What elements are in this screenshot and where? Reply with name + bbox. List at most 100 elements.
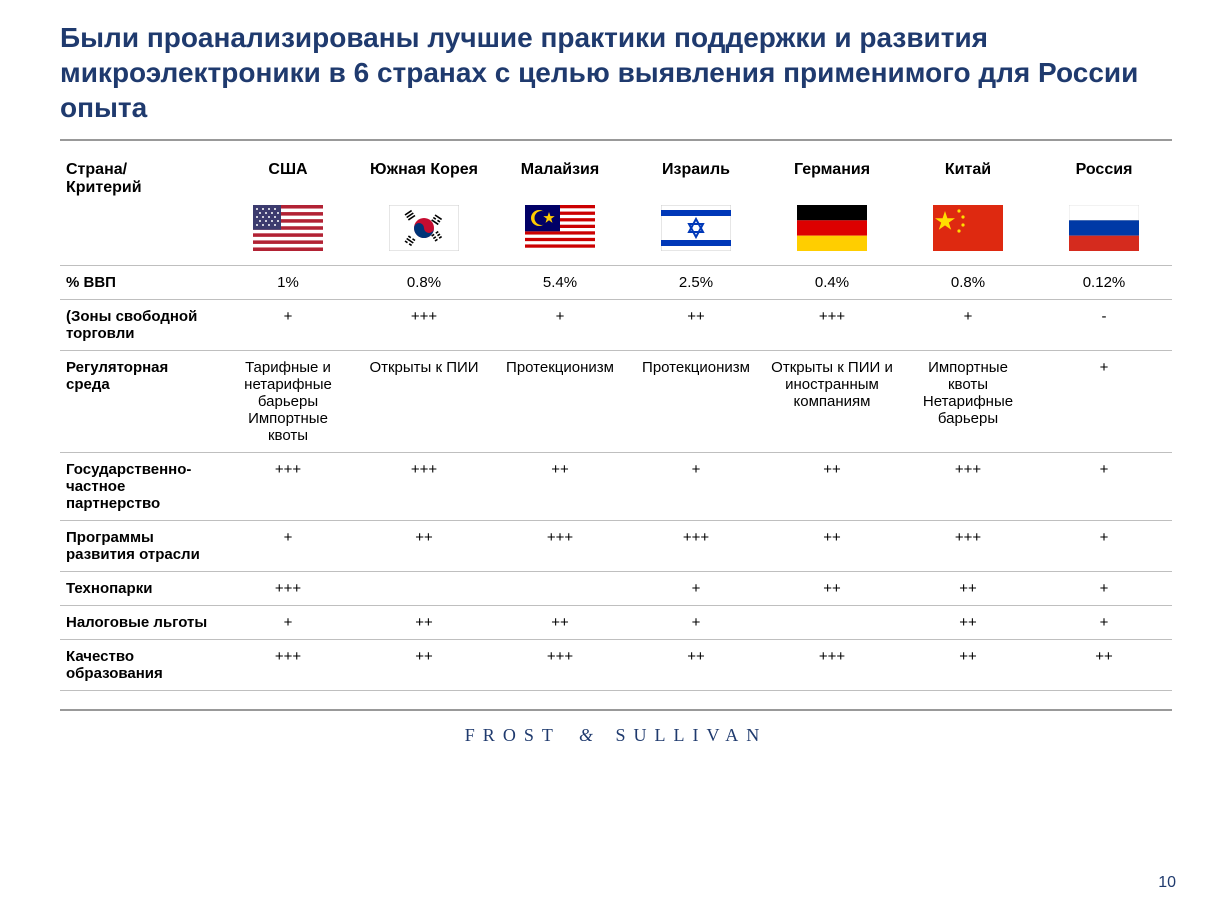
cell: ++ bbox=[492, 606, 628, 640]
row-label: Технопарки bbox=[60, 572, 220, 606]
cell: +++ bbox=[356, 453, 492, 521]
flag-germany-icon bbox=[797, 205, 867, 251]
table-row: Регуляторная средаТарифные и нетарифные … bbox=[60, 351, 1172, 453]
cell: + bbox=[1036, 572, 1172, 606]
cell: ++ bbox=[900, 640, 1036, 691]
cell: + bbox=[220, 606, 356, 640]
flag-china-icon bbox=[933, 205, 1003, 251]
cell: 5.4% bbox=[492, 266, 628, 300]
flag-israel-icon bbox=[661, 205, 731, 251]
cell: 0.12% bbox=[1036, 266, 1172, 300]
flag-russia-icon bbox=[1069, 205, 1139, 251]
cell: ++ bbox=[764, 521, 900, 572]
cell bbox=[492, 572, 628, 606]
cell: + bbox=[1036, 453, 1172, 521]
cell: + bbox=[628, 572, 764, 606]
cell: ++ bbox=[1036, 640, 1172, 691]
table-row: Качество образования+++++++++++++++++ bbox=[60, 640, 1172, 691]
cell: Открыты к ПИИ и иностранным компаниям bbox=[764, 351, 900, 453]
flag-usa-icon bbox=[253, 205, 323, 251]
cell: +++ bbox=[764, 640, 900, 691]
header-label: Страна/Критерий bbox=[60, 153, 220, 203]
table-row: Государственно-частное партнерство++++++… bbox=[60, 453, 1172, 521]
footer-brand: FROST & SULLIVAN bbox=[60, 725, 1172, 746]
slide-page: Были проанализированы лучшие практики по… bbox=[0, 0, 1232, 920]
col-header: Китай bbox=[900, 153, 1036, 203]
row-divider bbox=[60, 690, 1172, 691]
table-row: (Зоны свободной торговли+++++++++++- bbox=[60, 300, 1172, 351]
cell: + bbox=[220, 300, 356, 351]
cell: Открыты к ПИИ bbox=[356, 351, 492, 453]
header-row: Страна/Критерий США Южная Корея Малайзия… bbox=[60, 153, 1172, 203]
cell bbox=[764, 606, 900, 640]
col-header: Южная Корея bbox=[356, 153, 492, 203]
row-label: Государственно-частное партнерство bbox=[60, 453, 220, 521]
cell: ++ bbox=[628, 300, 764, 351]
divider-bottom bbox=[60, 709, 1172, 711]
cell: 0.4% bbox=[764, 266, 900, 300]
table-body: % ВВП1%0.8%5.4%2.5%0.4%0.8%0.12%(Зоны св… bbox=[60, 266, 1172, 691]
cell: +++ bbox=[764, 300, 900, 351]
col-header: Россия bbox=[1036, 153, 1172, 203]
cell: +++ bbox=[628, 521, 764, 572]
table-row: Технопарки+++++++++ bbox=[60, 572, 1172, 606]
cell: +++ bbox=[492, 521, 628, 572]
row-label: Программы развития отрасли bbox=[60, 521, 220, 572]
cell: + bbox=[900, 300, 1036, 351]
cell: ++ bbox=[628, 640, 764, 691]
col-header: Германия bbox=[764, 153, 900, 203]
cell: Тарифные и нетарифные барьерыИмпортные к… bbox=[220, 351, 356, 453]
cell: + bbox=[1036, 606, 1172, 640]
cell: +++ bbox=[356, 300, 492, 351]
cell: Протекционизм bbox=[492, 351, 628, 453]
cell: + bbox=[628, 606, 764, 640]
cell: ++ bbox=[764, 572, 900, 606]
cell: ++ bbox=[492, 453, 628, 521]
flag-korea-icon bbox=[389, 205, 459, 251]
col-header: Израиль bbox=[628, 153, 764, 203]
cell: + bbox=[492, 300, 628, 351]
cell: Протекционизм bbox=[628, 351, 764, 453]
cell: ++ bbox=[900, 606, 1036, 640]
footer-brand-left: FROST bbox=[465, 725, 561, 745]
row-label: Налоговые льготы bbox=[60, 606, 220, 640]
footer-brand-right: SULLIVAN bbox=[616, 725, 768, 745]
cell bbox=[356, 572, 492, 606]
cell: ++ bbox=[356, 640, 492, 691]
row-label: Качество образования bbox=[60, 640, 220, 691]
footer-brand-amp: & bbox=[573, 725, 603, 745]
cell: +++ bbox=[220, 640, 356, 691]
cell: 0.8% bbox=[356, 266, 492, 300]
cell: ++ bbox=[900, 572, 1036, 606]
slide-title: Были проанализированы лучшие практики по… bbox=[60, 20, 1172, 125]
col-header: Малайзия bbox=[492, 153, 628, 203]
table-row: % ВВП1%0.8%5.4%2.5%0.4%0.8%0.12% bbox=[60, 266, 1172, 300]
comparison-table: Страна/Критерий США Южная Корея Малайзия… bbox=[60, 153, 1172, 691]
cell: - bbox=[1036, 300, 1172, 351]
cell: 2.5% bbox=[628, 266, 764, 300]
cell: +++ bbox=[220, 572, 356, 606]
cell: + bbox=[628, 453, 764, 521]
cell: 1% bbox=[220, 266, 356, 300]
cell: + bbox=[1036, 351, 1172, 453]
cell: ++ bbox=[356, 606, 492, 640]
cell: + bbox=[220, 521, 356, 572]
flag-malaysia-icon bbox=[525, 205, 595, 251]
table-row: Программы развития отрасли++++++++++++++… bbox=[60, 521, 1172, 572]
cell: ++ bbox=[764, 453, 900, 521]
table-row: Налоговые льготы+++++++++ bbox=[60, 606, 1172, 640]
row-label: Регуляторная среда bbox=[60, 351, 220, 453]
col-header: США bbox=[220, 153, 356, 203]
cell: +++ bbox=[900, 453, 1036, 521]
flag-row bbox=[60, 203, 1172, 265]
cell: 0.8% bbox=[900, 266, 1036, 300]
cell: + bbox=[1036, 521, 1172, 572]
row-label: (Зоны свободной торговли bbox=[60, 300, 220, 351]
cell: ++ bbox=[356, 521, 492, 572]
page-number: 10 bbox=[1158, 874, 1176, 892]
cell: +++ bbox=[492, 640, 628, 691]
cell: Импортные квотыНетарифные барьеры bbox=[900, 351, 1036, 453]
divider-top bbox=[60, 139, 1172, 141]
row-label: % ВВП bbox=[60, 266, 220, 300]
cell: +++ bbox=[900, 521, 1036, 572]
